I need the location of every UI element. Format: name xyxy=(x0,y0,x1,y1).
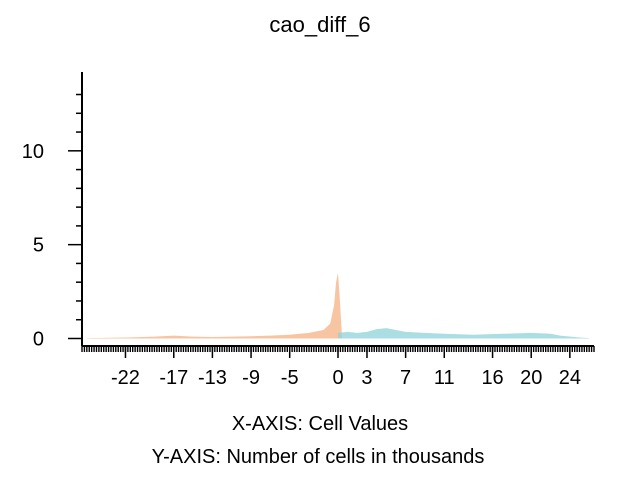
y-axis-label: Y-AXIS: Number of cells in thousands xyxy=(152,446,485,468)
x-tick-label: 7 xyxy=(400,367,411,389)
y-axis: 0 5 10 xyxy=(22,72,83,350)
chart-title: cao_diff_6 xyxy=(269,12,370,37)
plot-area xyxy=(86,272,590,339)
y-tick-label: 0 xyxy=(33,328,44,350)
x-tick-label: 16 xyxy=(481,367,503,389)
x-tick-label: -9 xyxy=(242,367,260,389)
x-tick-label: -22 xyxy=(111,367,140,389)
x-axis-label: X-AXIS: Cell Values xyxy=(232,413,408,435)
y-tick-label: 5 xyxy=(33,235,44,257)
x-axis: -22 -17 -13 -9 -5 0 3 7 11 16 20 24 xyxy=(81,345,595,389)
x-tick-label: 3 xyxy=(361,367,372,389)
x-tick-label: 20 xyxy=(520,367,542,389)
x-tick-label: -13 xyxy=(198,367,227,389)
x-tick-label: -17 xyxy=(159,367,188,389)
x-tick-label: 11 xyxy=(434,367,455,389)
x-tick-label: -5 xyxy=(281,367,299,389)
x-tick-label: 0 xyxy=(332,367,343,389)
series-area-1 xyxy=(338,328,590,339)
series-area-0 xyxy=(86,272,342,339)
y-tick-label: 10 xyxy=(22,141,44,163)
x-tick-label: 24 xyxy=(559,367,581,389)
